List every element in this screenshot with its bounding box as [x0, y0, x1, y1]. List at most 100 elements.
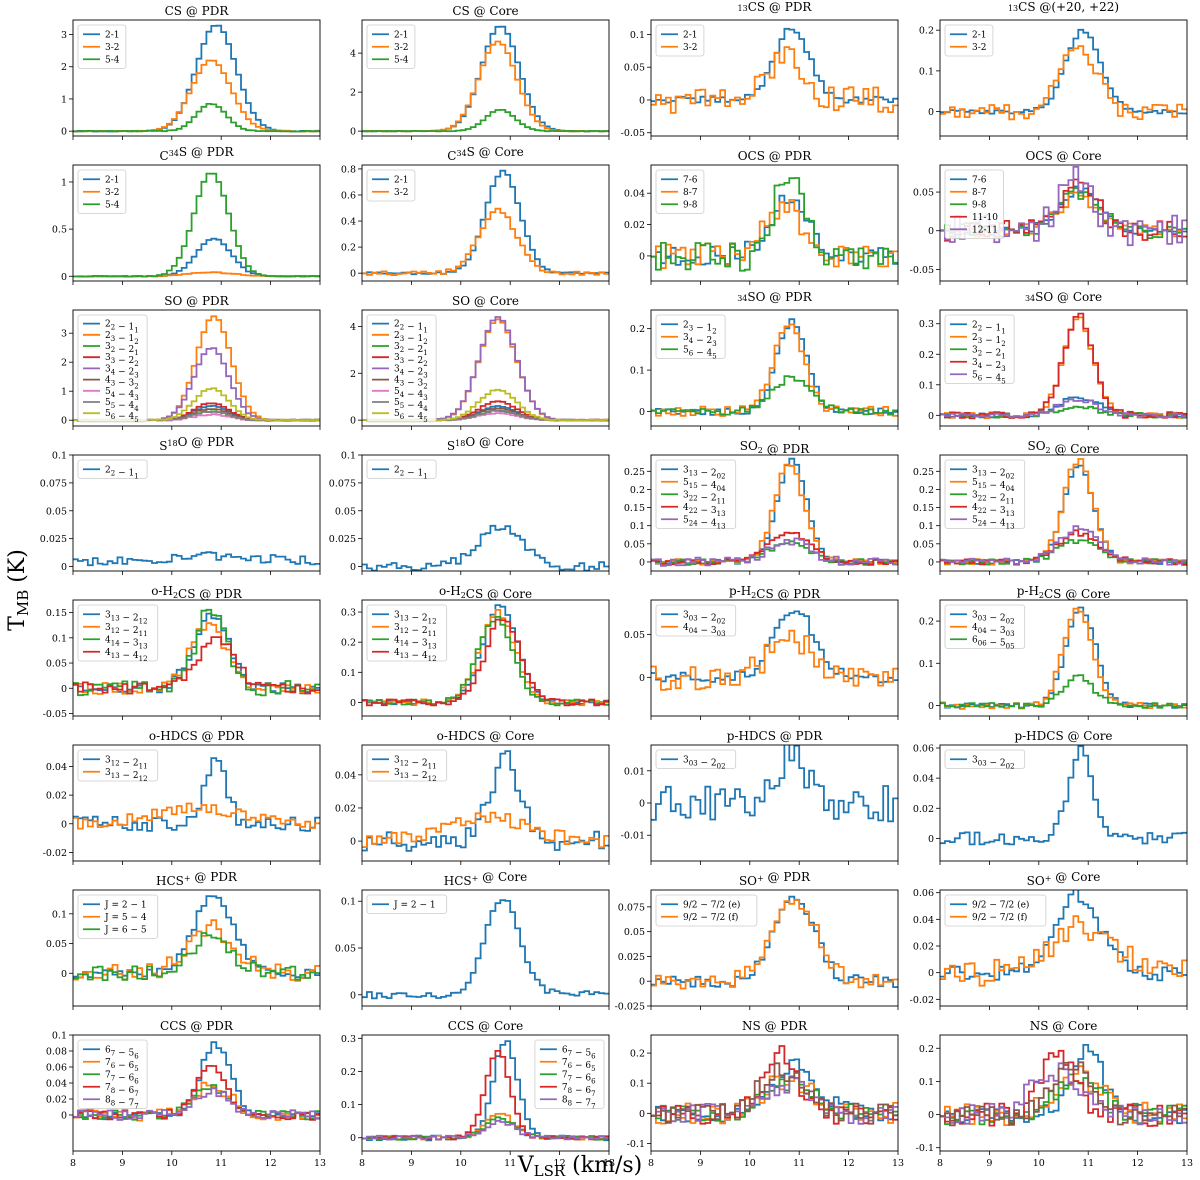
series-line — [940, 915, 1187, 987]
y-tick-label: 0.1 — [919, 1077, 934, 1088]
legend-label: 313 − 212 — [394, 768, 437, 783]
y-tick-label: 0 — [350, 127, 356, 138]
legend: 2-1 3-2 5-4 — [77, 169, 127, 214]
spectra — [651, 745, 898, 823]
y-tick-label: 0 — [61, 562, 67, 573]
panel-title: o-HDCS @ Core — [437, 729, 535, 743]
y-tick-label: 0.1 — [341, 1100, 356, 1111]
legend-label: 32 − 21 — [105, 342, 139, 357]
y-tick-label: 0.2 — [919, 485, 934, 496]
legend-label: 312 − 211 — [394, 623, 437, 638]
legend-label: 422 − 313 — [972, 503, 1015, 518]
panel-title: HCS+ @ Core — [444, 870, 527, 888]
panel-frame — [72, 599, 321, 717]
y-tick-label: 0.075 — [329, 478, 356, 489]
series-line — [940, 606, 1187, 709]
spectra — [362, 604, 609, 707]
panel-frame — [361, 1034, 610, 1152]
panel-title: CS @ Core — [452, 4, 518, 18]
panel-15: SO2 @ PDR 0 0.05 0.1 0.15 0.2 0.25 313 − 202515… — [624, 439, 899, 575]
panel-31: NS @ PDR 8 9 10 11 12 13 -0.1 0 0.1 0.2 — [627, 1019, 904, 1169]
series-line — [651, 1076, 898, 1122]
panel-title: p-HDCS @ PDR — [727, 729, 824, 743]
series-line — [362, 1050, 609, 1141]
legend-label: 2-1 — [972, 30, 987, 40]
legend-label: 56 − 45 — [972, 370, 1006, 385]
y-tick-label: 1 — [61, 387, 67, 398]
series-line — [651, 323, 898, 417]
spectra — [651, 177, 898, 272]
y-tick-label: 0.1 — [630, 366, 645, 377]
legend-label: 33 − 22 — [105, 353, 139, 368]
legend-frame — [655, 749, 737, 769]
panel-frame — [72, 309, 321, 427]
legend: J = 2 − 1 — [366, 894, 448, 914]
legend-label: 8-7 — [972, 188, 987, 198]
legend-label: 32 − 21 — [394, 342, 428, 357]
legend-label: 55 − 44 — [394, 398, 428, 413]
y-tick-label: 0.02 — [46, 791, 67, 802]
series-line — [651, 463, 898, 566]
y-tick-label: 0.3 — [919, 319, 934, 330]
legend-label: 23 − 12 — [972, 333, 1006, 348]
spectra — [651, 895, 898, 990]
y-tick-label: 0 — [639, 95, 645, 106]
y-tick-label: 0 — [350, 416, 356, 427]
series-line — [940, 745, 1187, 846]
y-tick-label: 0.04 — [624, 189, 645, 200]
spectra — [73, 895, 320, 982]
y-tick-label: 0 — [639, 251, 645, 262]
spectra — [73, 551, 320, 567]
y-tick-label: 0.06 — [46, 1063, 67, 1074]
legend-frame — [366, 604, 448, 662]
legend: 2-1 3-2 5-4 — [366, 24, 416, 69]
y-tick-label: 4 — [350, 322, 356, 333]
y-tick-label: 0.05 — [46, 939, 67, 950]
y-tick-label: 3 — [61, 30, 67, 41]
legend-label: 55 − 44 — [105, 398, 139, 413]
legend-label: 67 − 56 — [562, 1045, 596, 1060]
legend-frame — [366, 169, 416, 202]
panel-13: S18O @ PDR 0 0.025 0.05 0.075 0.1 22 − 11 — [40, 435, 321, 575]
legend-frame — [534, 1039, 605, 1109]
spectra — [651, 318, 898, 417]
y-tick-label: 0.02 — [624, 220, 645, 231]
x-tick-label: 9 — [119, 1158, 125, 1169]
legend-label: 303 − 202 — [683, 610, 726, 625]
y-tick-label: 0.5 — [52, 225, 67, 236]
spectra — [73, 608, 320, 697]
spectra — [940, 312, 1187, 420]
y-tick-label: 0 — [928, 701, 934, 712]
spectra — [73, 24, 320, 133]
legend-label: 8-7 — [683, 188, 698, 198]
panel-frame — [361, 164, 610, 282]
series-line — [940, 1073, 1187, 1126]
y-tick-label: 0.04 — [913, 774, 934, 785]
panel-frame — [361, 309, 610, 427]
panel-frame — [72, 454, 321, 572]
legend-label: 9/2 − 7/2 (f) — [972, 912, 1027, 923]
y-tick-label: 0 — [350, 698, 356, 709]
y-tick-label: 0.2 — [919, 1044, 934, 1055]
x-tick-label: 8 — [648, 1158, 654, 1169]
y-tick-label: 0.1 — [52, 1031, 67, 1042]
series-line — [940, 1049, 1187, 1127]
legend-label: 9/2 − 7/2 (e) — [683, 899, 740, 910]
y-tick-label: 0.02 — [913, 804, 934, 815]
y-tick-label: 0.2 — [630, 324, 645, 335]
y-tick-label: 0.1 — [919, 521, 934, 532]
legend-label: 23 − 12 — [683, 320, 717, 335]
panel-frame — [72, 164, 321, 282]
panel-frame — [72, 19, 321, 137]
legend-label: 2-1 — [105, 175, 120, 185]
panel-frame — [72, 1034, 321, 1152]
legend-frame — [944, 169, 1004, 239]
series-line — [651, 1062, 898, 1125]
y-tick-label: 0.1 — [52, 633, 67, 644]
legend-label: 11-10 — [972, 213, 998, 223]
x-tick-label: 10 — [744, 1158, 756, 1169]
